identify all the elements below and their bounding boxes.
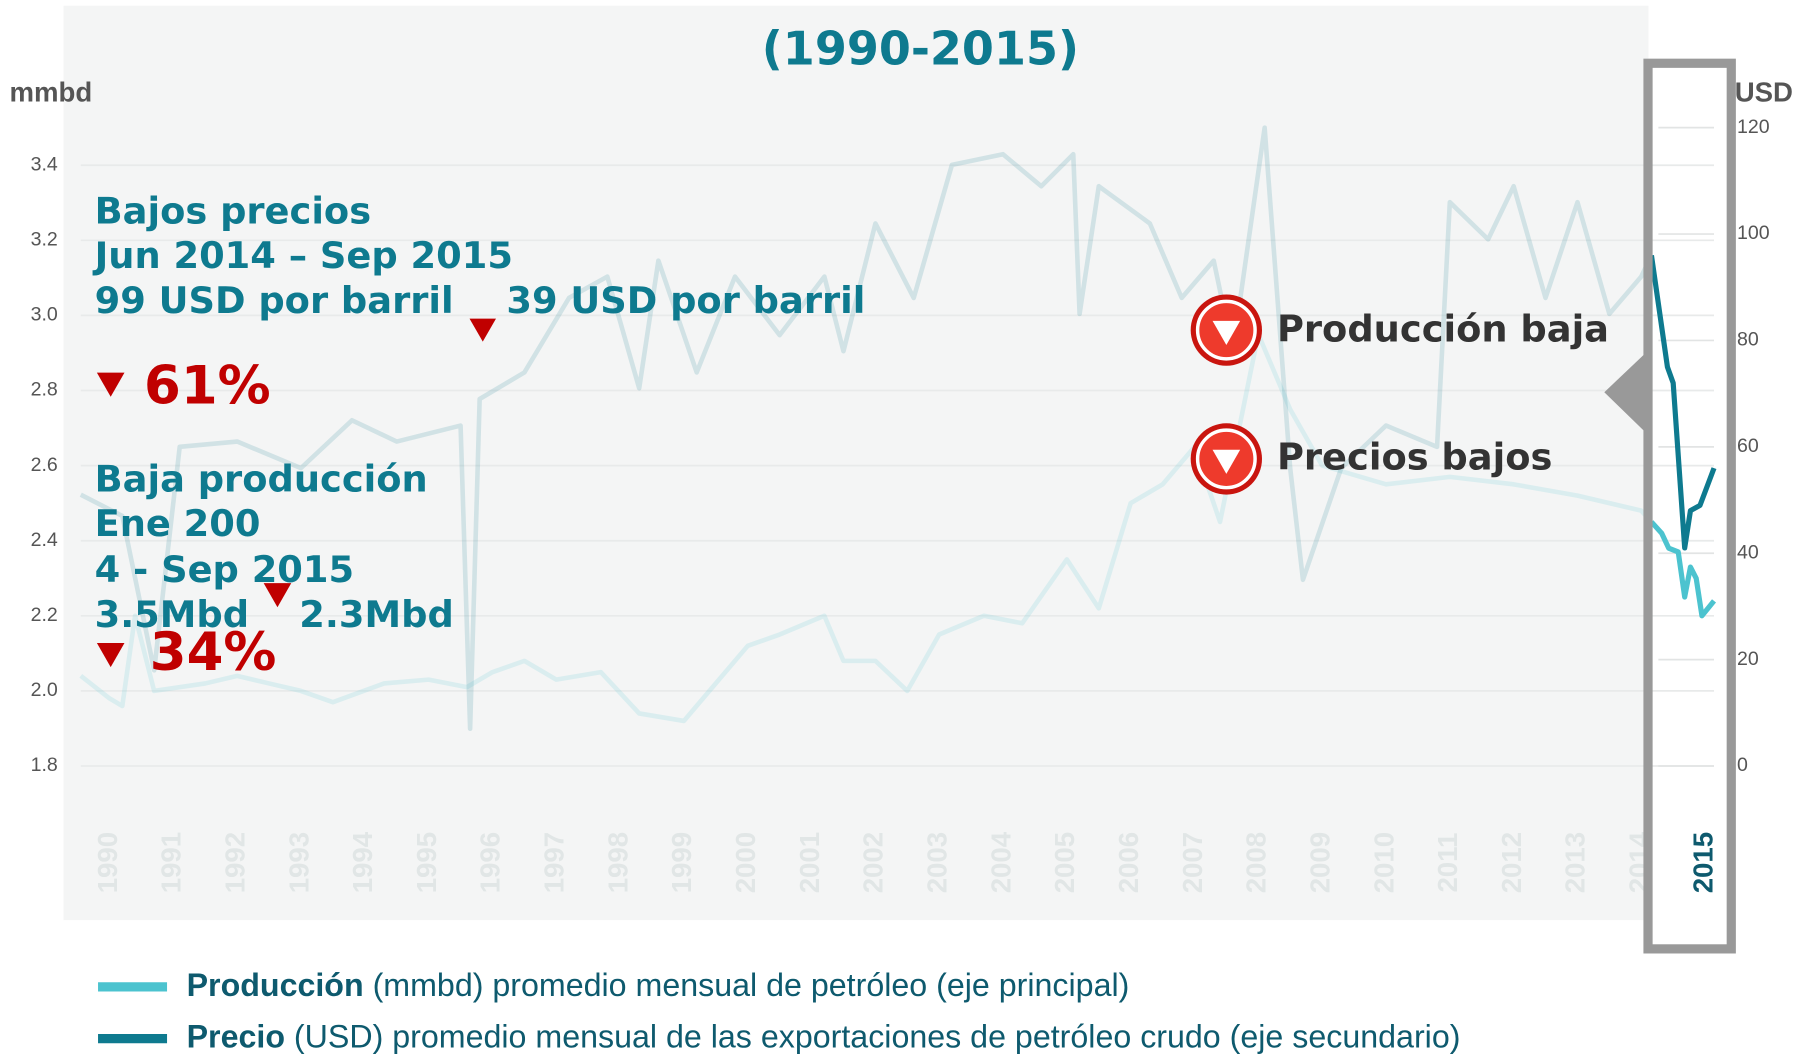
- x-tick-label: 1994: [347, 831, 378, 893]
- badge-icon: [1190, 423, 1263, 495]
- lines: [79, 125, 1717, 732]
- y-tick-label: 2.6: [31, 454, 58, 476]
- series-line: [1648, 254, 1717, 551]
- x-tick-label: 2013: [1560, 832, 1591, 893]
- grid: [80, 126, 1715, 767]
- annotation: 39 USD por barril: [506, 279, 865, 322]
- x-tick-label: 2015: [1687, 832, 1718, 893]
- y2-tick-label: 20: [1737, 648, 1759, 670]
- y-tick-label: 3.4: [31, 153, 58, 175]
- x-tick-label: 2003: [922, 832, 953, 893]
- y2-tick-label: 80: [1737, 329, 1759, 351]
- legend-entry: Precio (USD) promedio mensual de las exp…: [187, 1018, 1461, 1054]
- x-tick-label: 2011: [1432, 833, 1463, 893]
- annotation: 2.3Mbd: [299, 593, 453, 636]
- y2-tick-label: 120: [1737, 116, 1770, 138]
- highlight-box: [1643, 58, 1736, 954]
- series-line-faded: [79, 125, 1654, 732]
- badge-label: Precios bajos: [1277, 435, 1552, 478]
- highlight-pointer: [1604, 350, 1649, 435]
- x-tick-label: 1990: [92, 832, 123, 893]
- legend-text: (USD) promedio mensual de las exportacio…: [285, 1018, 1460, 1054]
- down-triangle: [263, 583, 292, 608]
- annotation: 61%: [144, 355, 271, 416]
- x-tick-label: 2006: [1113, 832, 1144, 893]
- annotation: 4 - Sep 2015: [95, 548, 355, 591]
- x-tick-label: 2012: [1496, 832, 1527, 893]
- badge-icon: [1190, 294, 1263, 366]
- y2-axis-label: USD: [1735, 77, 1793, 108]
- plot-background: [63, 5, 1649, 921]
- y2-tick-label: 40: [1737, 541, 1759, 563]
- y-tick-label: 2.0: [31, 679, 58, 701]
- series-line-faded: [79, 331, 1654, 724]
- x-tick-label: 2010: [1368, 832, 1399, 893]
- x-tick-label: 1997: [539, 832, 570, 893]
- annotation: Bajos precios: [95, 189, 372, 232]
- x-tick-label: 2000: [730, 832, 761, 893]
- x-tick-label: 1992: [219, 832, 250, 893]
- legend-text: (mmbd) promedio mensual de petróleo (eje…: [364, 966, 1130, 1002]
- annotation: 3.5Mbd: [95, 593, 249, 636]
- y-tick-label: 1.8: [31, 754, 58, 776]
- x-tick-label: 2008: [1241, 832, 1272, 893]
- annotation: Jun 2014 – Sep 2015: [92, 234, 513, 277]
- y-tick-label: 3.0: [31, 304, 58, 326]
- annotation: Ene 200: [95, 502, 261, 545]
- y2-tick-label: 0: [1737, 754, 1748, 776]
- legend-name: Precio: [187, 1018, 285, 1054]
- series-line: [1649, 520, 1717, 619]
- legend-name: Producción: [187, 966, 364, 1002]
- down-triangle: [96, 372, 125, 397]
- x-tick-label: 2001: [794, 832, 825, 893]
- down-triangle: [469, 318, 496, 342]
- chart-title: (1990-2015): [762, 21, 1079, 75]
- badge-label: Producción baja: [1277, 308, 1609, 351]
- x-tick-label: 1999: [666, 832, 697, 893]
- annotation: 34%: [150, 622, 277, 683]
- y-tick-label: 2.2: [31, 604, 58, 626]
- x-tick-label: 1996: [475, 832, 506, 893]
- legend-entry: Producción (mmbd) promedio mensual de pe…: [187, 966, 1130, 1002]
- x-tick-label: 1998: [602, 832, 633, 893]
- x-tick-label: 1995: [411, 832, 442, 893]
- y2-tick-label: 60: [1737, 435, 1759, 457]
- annotation: Baja producción: [95, 457, 428, 500]
- y-tick-label: 2.8: [31, 379, 58, 401]
- x-tick-label: 2004: [985, 831, 1016, 893]
- annotation: 99 USD por barril: [95, 279, 454, 322]
- x-tick-label: 2002: [858, 832, 889, 893]
- x-tick-label: 1991: [156, 832, 187, 893]
- x-tick-label: 2005: [1049, 832, 1080, 893]
- x-tick-label: 2007: [1177, 832, 1208, 893]
- y-tick-label: 2.4: [31, 529, 58, 551]
- x-tick-label: 2009: [1304, 832, 1335, 893]
- legend: Producción (mmbd) promedio mensual de pe…: [98, 966, 1460, 1054]
- down-triangle: [96, 642, 125, 668]
- y-tick-label: 3.2: [31, 228, 58, 250]
- y2-tick-label: 100: [1737, 222, 1770, 244]
- x-tick-label: 1993: [283, 832, 314, 893]
- y-axis-label: mmbd: [9, 77, 92, 108]
